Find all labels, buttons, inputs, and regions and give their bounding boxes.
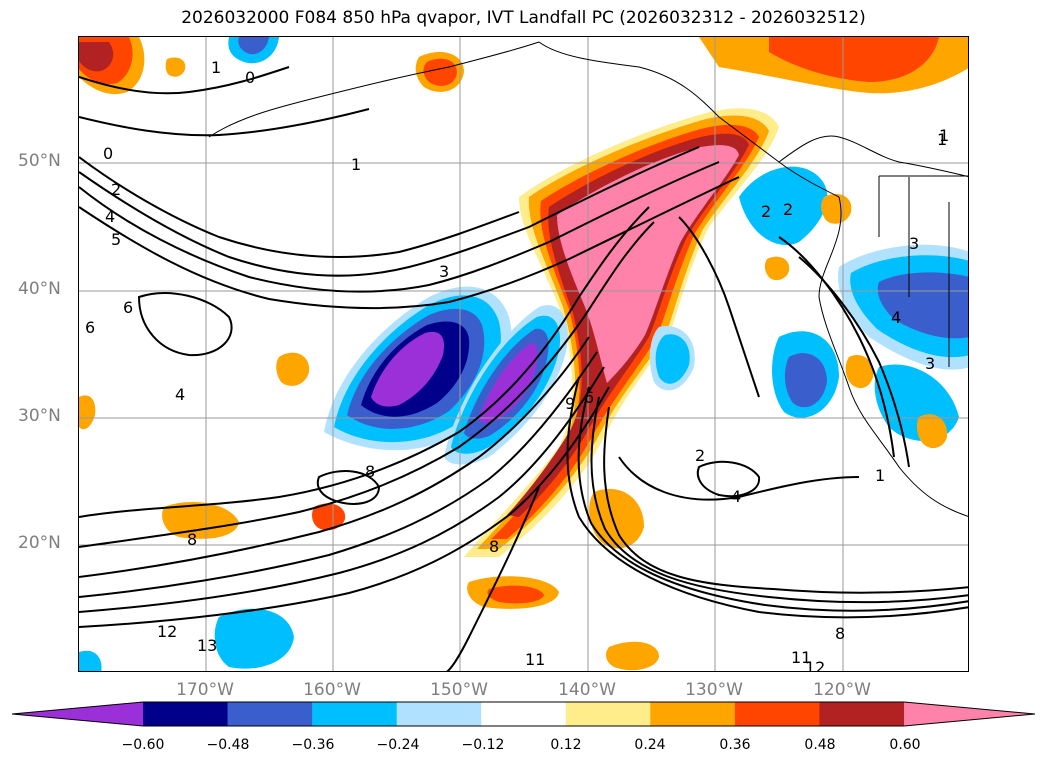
colorbar-tick: −0.12 [461, 737, 505, 753]
contour-label: 4 [105, 207, 115, 226]
shade-orange-nw2 [165, 57, 186, 77]
colorbar-tick: 0.24 [634, 737, 666, 753]
shade-red-s1 [487, 585, 544, 604]
colorbar-outline [11, 701, 1036, 727]
lon-label-140w: 140°W [558, 680, 616, 700]
contour-labels: 1 0 1 0 2 4 5 6 6 4 3 2 2 1 4 8 8 8 9 6 … [85, 58, 949, 672]
contour-label: 4 [891, 308, 901, 327]
contour-label: 8 [365, 462, 375, 481]
contour-label: 2 [783, 200, 793, 219]
colorbar-swatch [396, 702, 482, 726]
colorbar-swatch [734, 702, 820, 726]
map-title: 2026032000 F084 850 hPa qvapor, IVT Land… [181, 8, 866, 28]
contour-label: 8 [187, 530, 197, 549]
shade-royalblue-ne2 [877, 272, 968, 339]
shade-orange-w2 [162, 502, 239, 539]
map-canvas: 1 0 1 0 2 4 5 6 6 4 3 2 2 1 4 8 8 8 9 6 … [79, 37, 968, 672]
shade-skyblue-se3 [655, 334, 690, 384]
shade-orange-e2 [764, 256, 790, 281]
contour-label: 6 [123, 298, 133, 317]
colorbar-swatch [312, 702, 398, 726]
contour-label: 2 [761, 202, 771, 221]
colorbar-swatches [11, 701, 1036, 727]
contour-label: 0 [103, 144, 113, 163]
shade-skyblue-sw2 [79, 650, 102, 671]
shade-royalblue-se [784, 353, 827, 408]
contour-label: 2 [695, 446, 705, 465]
contour-label: 1 [351, 155, 361, 174]
contour-label: 3 [909, 234, 919, 253]
lon-label-130w: 130°W [685, 680, 743, 700]
contour-label: 0 [245, 68, 255, 87]
contour-label: 11 [791, 648, 811, 667]
colorbar-swatch [227, 702, 313, 726]
shade-skyblue-sw [214, 608, 294, 669]
shade-skyblue-ne [739, 166, 828, 245]
contour-label: 8 [835, 624, 845, 643]
contour-label: 1 [939, 126, 949, 145]
shade-orange-s2 [589, 488, 644, 549]
lon-label-160w: 160°W [303, 680, 361, 700]
contour-label: 3 [925, 354, 935, 373]
colorbar-swatch [565, 702, 651, 726]
contour-label: 5 [111, 230, 121, 249]
shade-red-w3 [312, 503, 346, 531]
map-panel: 1 0 1 0 2 4 5 6 6 4 3 2 2 1 4 8 8 8 9 6 … [78, 36, 969, 672]
contour-label: 12 [805, 658, 825, 672]
contour-label: 11 [525, 650, 545, 669]
contour-label: 1 [937, 130, 947, 149]
contour-label: 4 [175, 385, 185, 404]
contour-label: 13 [197, 636, 217, 655]
shade-purple-w [371, 331, 445, 407]
shade-orange-w1 [276, 352, 310, 386]
ivt-contours [79, 66, 968, 671]
contour-label: 8 [489, 537, 499, 556]
colorbar-swatch [12, 702, 143, 726]
shade-orange-s3 [606, 641, 659, 671]
shade-royalblue-top [238, 37, 269, 55]
colorbar-swatch [650, 702, 736, 726]
lon-label-170w: 170°W [176, 680, 234, 700]
colorbar-tick: −0.36 [291, 737, 335, 753]
shade-darkred-nw [79, 42, 114, 72]
contour-label: 2 [111, 180, 121, 199]
shade-orange-e1 [821, 193, 852, 224]
shade-orange-e4 [916, 414, 948, 449]
shade-red-ne [769, 37, 939, 82]
lat-label-40n: 40°N [18, 279, 61, 299]
contour-label: 6 [584, 388, 594, 407]
colorbar-tick: 0.60 [889, 737, 921, 753]
colorbar-tick: −0.24 [376, 737, 420, 753]
contour-label: 9 [565, 394, 575, 413]
colorbar-tick: −0.60 [121, 737, 165, 753]
colorbar-swatch [481, 702, 567, 726]
shading-layer [79, 37, 968, 671]
shade-orange-w4 [79, 395, 96, 430]
lon-label-150w: 150°W [430, 680, 488, 700]
colorbar-swatch [143, 702, 229, 726]
contour-label: 12 [157, 622, 177, 641]
lat-label-30n: 30°N [18, 406, 61, 426]
lat-label-50n: 50°N [18, 151, 61, 171]
colorbar-tick: 0.12 [550, 737, 582, 753]
colorbar [11, 701, 1036, 727]
lon-label-120w: 120°W [813, 680, 871, 700]
colorbar-tick: 0.36 [719, 737, 751, 753]
shade-orange-e3 [845, 355, 874, 389]
contour-label: 1 [211, 58, 221, 77]
colorbar-tick: −0.48 [206, 737, 250, 753]
shade-red-top2 [423, 58, 457, 86]
contour-label: 3 [439, 262, 449, 281]
shade-pink-ar [557, 145, 739, 383]
contour-label: 6 [85, 318, 95, 337]
contour-label: 1 [875, 466, 885, 485]
colorbar-swatch [904, 702, 1035, 726]
colorbar-swatch [819, 702, 905, 726]
colorbar-tick: 0.48 [804, 737, 836, 753]
coastlines [208, 41, 968, 517]
lat-label-20n: 20°N [18, 533, 61, 553]
contour-label: 4 [731, 487, 741, 506]
